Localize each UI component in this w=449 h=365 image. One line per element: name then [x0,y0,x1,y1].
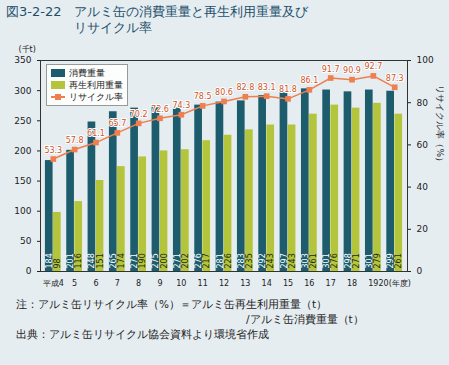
svg-text:(千t): (千t) [19,45,36,54]
svg-text:81.8: 81.8 [279,85,297,94]
svg-text:7: 7 [115,279,120,288]
svg-text:17: 17 [326,279,336,288]
svg-text:261: 261 [309,253,318,268]
svg-text:87.3: 87.3 [386,74,404,83]
svg-text:298: 298 [343,253,353,269]
svg-text:8: 8 [136,279,141,288]
svg-text:190: 190 [138,253,147,268]
svg-text:91.7: 91.7 [322,65,340,74]
svg-text:86.1: 86.1 [300,76,318,85]
svg-text:74.3: 74.3 [172,101,190,110]
svg-text:リサイクル率（%）: リサイクル率（%） [435,85,445,166]
svg-text:14: 14 [262,279,272,288]
svg-text:80: 80 [417,98,429,108]
html-text:出典：アルミ缶リサイクル協会資料より環境省作成: 出典：アルミ缶リサイクル協会資料より環境省作成 [16,328,269,340]
svg-text:276: 276 [330,253,339,268]
svg-text:201: 201 [66,253,76,269]
svg-text:279: 279 [373,253,382,268]
svg-text:243: 243 [288,253,297,268]
svg-text:297: 297 [279,253,289,269]
svg-text:174: 174 [117,253,126,268]
svg-text:13: 13 [240,279,250,288]
svg-text:100: 100 [417,55,434,65]
svg-text:40: 40 [417,182,429,192]
svg-text:271: 271 [172,253,182,269]
svg-text:350: 350 [14,55,31,65]
html-text:図3-2-22 アルミ缶の消費重量と再生利用重量及び: 図3-2-22 アルミ缶の消費重量と再生利用重量及び [6,4,309,19]
svg-text:261: 261 [394,253,403,268]
html-text:リサイクル率: リサイクル率 [74,20,152,35]
svg-text:200: 200 [14,146,31,156]
svg-text:15: 15 [283,279,293,288]
svg-text:0: 0 [417,266,423,276]
svg-text:184: 184 [44,253,54,269]
svg-text:202: 202 [181,253,190,268]
svg-text:65.7: 65.7 [108,119,126,128]
svg-text:92.7: 92.7 [364,62,382,71]
svg-text:235: 235 [245,253,254,268]
svg-text:9: 9 [157,279,162,288]
svg-text:78.5: 78.5 [194,92,212,101]
svg-text:301: 301 [364,253,374,269]
svg-text:61.1: 61.1 [87,129,105,138]
svg-text:83.1: 83.1 [258,83,276,92]
svg-text:98: 98 [53,258,62,268]
svg-text:50: 50 [20,236,32,246]
svg-text:11: 11 [198,279,208,288]
svg-text:217: 217 [202,253,211,268]
svg-text:301: 301 [322,253,332,269]
html-text:リサイクル率: リサイクル率 [69,91,123,102]
svg-text:303: 303 [300,253,310,269]
svg-text:0: 0 [26,266,32,276]
svg-text:10: 10 [176,279,186,288]
html-text:/アルミ缶消費重量（t）: /アルミ缶消費重量（t） [246,313,364,325]
svg-text:16: 16 [304,279,314,288]
svg-text:20(年度): 20(年度) [378,279,410,288]
svg-text:281: 281 [215,253,225,269]
svg-text:275: 275 [151,253,161,269]
svg-text:60: 60 [417,140,429,150]
svg-text:82.8: 82.8 [236,83,254,92]
html-text:消費重量: 消費重量 [69,67,105,78]
svg-text:20: 20 [417,224,429,234]
svg-text:151: 151 [96,253,105,268]
svg-text:226: 226 [224,253,233,268]
svg-text:200: 200 [160,253,169,268]
svg-text:299: 299 [386,253,396,269]
svg-text:72.6: 72.6 [151,105,169,114]
svg-text:19: 19 [368,279,378,288]
svg-text:18: 18 [347,279,357,288]
svg-text:6: 6 [93,279,98,288]
svg-text:250: 250 [14,116,31,126]
svg-text:116: 116 [74,253,83,268]
svg-text:271: 271 [130,253,140,269]
svg-text:150: 150 [14,176,31,186]
svg-text:271: 271 [352,253,361,268]
svg-text:243: 243 [266,253,275,268]
svg-text:80.6: 80.6 [215,88,233,97]
svg-text:292: 292 [258,253,268,269]
svg-text:57.8: 57.8 [66,136,84,145]
svg-text:265: 265 [108,253,118,269]
svg-text:53.3: 53.3 [44,146,62,155]
html-text:注：アルミ缶リサイクル率（%）＝アルミ缶再生利用重量（t）: 注：アルミ缶リサイクル率（%）＝アルミ缶再生利用重量（t） [16,298,328,310]
svg-text:70.2: 70.2 [130,110,148,119]
svg-text:300: 300 [14,86,31,96]
svg-text:248: 248 [87,253,97,269]
html-text:再生利用重量: 再生利用重量 [69,79,123,90]
svg-text:283: 283 [236,253,246,269]
svg-text:12: 12 [219,279,229,288]
svg-text:100: 100 [14,206,31,216]
svg-text:平成4: 平成4 [43,279,64,288]
svg-text:276: 276 [194,253,204,269]
svg-text:90.9: 90.9 [343,66,361,75]
svg-text:5: 5 [72,279,77,288]
